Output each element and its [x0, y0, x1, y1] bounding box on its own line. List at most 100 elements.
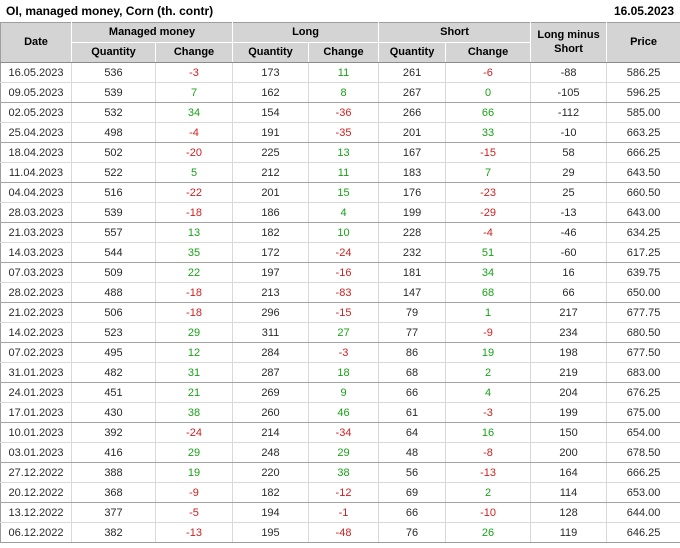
mm-change-cell: -13 — [155, 522, 233, 543]
price-cell: 644.00 — [606, 502, 680, 523]
mm-change-cell: -20 — [155, 142, 233, 163]
table-row: 14.03.2023 544 35 172 -24 232 51 -60 617… — [0, 242, 680, 263]
long-change-cell: -34 — [307, 422, 380, 443]
short-change-cell: -23 — [445, 182, 532, 203]
price-cell: 677.75 — [606, 302, 680, 323]
mm-change-cell: 19 — [155, 462, 233, 483]
price-cell: 617.25 — [606, 242, 680, 263]
short-quantity-cell: 261 — [378, 62, 447, 83]
date-cell: 11.04.2023 — [0, 162, 72, 183]
table-row: 20.12.2022 368 -9 182 -12 69 2 114 653.0… — [0, 482, 680, 503]
long-change-cell: -35 — [307, 122, 380, 143]
date-cell: 21.03.2023 — [0, 222, 72, 243]
short-quantity-cell: 66 — [378, 382, 447, 403]
long-quantity-cell: 296 — [232, 302, 309, 323]
date-cell: 13.12.2022 — [0, 502, 72, 523]
mm-quantity-cell: 495 — [71, 342, 156, 363]
header-short-quantity: Quantity — [378, 42, 447, 63]
mm-change-cell: 5 — [155, 162, 233, 183]
short-change-cell: 19 — [445, 342, 532, 363]
header-long-quantity: Quantity — [232, 42, 309, 63]
long-quantity-cell: 284 — [232, 342, 309, 363]
table-row: 16.05.2023 536 -3 173 11 261 -6 -88 586.… — [0, 62, 680, 83]
date-cell: 27.12.2022 — [0, 462, 72, 483]
mm-change-cell: 34 — [155, 102, 233, 123]
short-quantity-cell: 228 — [378, 222, 447, 243]
short-change-cell: -3 — [445, 402, 532, 423]
short-change-cell: 16 — [445, 422, 532, 443]
mm-change-cell: -18 — [155, 302, 233, 323]
date-cell: 09.05.2023 — [0, 82, 72, 103]
mm-quantity-cell: 392 — [71, 422, 156, 443]
long-change-cell: 15 — [307, 182, 380, 203]
price-cell: 675.00 — [606, 402, 680, 423]
date-cell: 07.02.2023 — [0, 342, 72, 363]
mm-change-cell: -5 — [155, 502, 233, 523]
short-change-cell: -4 — [445, 222, 532, 243]
price-cell: 676.25 — [606, 382, 680, 403]
mm-quantity-cell: 502 — [71, 142, 156, 163]
long-minus-short-cell: -88 — [530, 62, 608, 83]
mm-quantity-cell: 430 — [71, 402, 156, 423]
header-mm-quantity: Quantity — [71, 42, 156, 63]
long-minus-short-cell: -60 — [530, 242, 608, 263]
mm-change-cell: 35 — [155, 242, 233, 263]
table-row: 02.05.2023 532 34 154 -36 266 66 -112 58… — [0, 102, 680, 123]
long-quantity-cell: 214 — [232, 422, 309, 443]
mm-quantity-cell: 539 — [71, 202, 156, 223]
short-quantity-cell: 79 — [378, 302, 447, 323]
short-change-cell: 4 — [445, 382, 532, 403]
date-cell: 16.05.2023 — [0, 62, 72, 83]
long-change-cell: -1 — [307, 502, 380, 523]
table-row: 11.04.2023 522 5 212 11 183 7 29 643.50 — [0, 162, 680, 183]
long-quantity-cell: 186 — [232, 202, 309, 223]
date-cell: 21.02.2023 — [0, 302, 72, 323]
mm-quantity-cell: 488 — [71, 282, 156, 303]
mm-quantity-cell: 482 — [71, 362, 156, 383]
long-change-cell: 9 — [307, 382, 380, 403]
price-cell: 678.50 — [606, 442, 680, 463]
long-quantity-cell: 212 — [232, 162, 309, 183]
cot-table: Date Managed money Long Short Long minus… — [0, 22, 680, 543]
short-change-cell: -6 — [445, 62, 532, 83]
short-quantity-cell: 68 — [378, 362, 447, 383]
price-cell: 666.25 — [606, 142, 680, 163]
short-quantity-cell: 77 — [378, 322, 447, 343]
long-quantity-cell: 182 — [232, 222, 309, 243]
table-row: 07.02.2023 495 12 284 -3 86 19 198 677.5… — [0, 342, 680, 363]
date-cell: 25.04.2023 — [0, 122, 72, 143]
mm-quantity-cell: 368 — [71, 482, 156, 503]
mm-quantity-cell: 509 — [71, 262, 156, 283]
table-row: 18.04.2023 502 -20 225 13 167 -15 58 666… — [0, 142, 680, 163]
date-cell: 02.05.2023 — [0, 102, 72, 123]
long-change-cell: 27 — [307, 322, 380, 343]
short-change-cell: 2 — [445, 362, 532, 383]
table-row: 07.03.2023 509 22 197 -16 181 34 16 639.… — [0, 262, 680, 283]
date-cell: 24.01.2023 — [0, 382, 72, 403]
table-row: 28.03.2023 539 -18 186 4 199 -29 -13 643… — [0, 202, 680, 223]
long-change-cell: -15 — [307, 302, 380, 323]
date-cell: 10.01.2023 — [0, 422, 72, 443]
header-short-change: Change — [445, 42, 532, 63]
long-minus-short-cell: 114 — [530, 482, 608, 503]
long-minus-short-cell: -10 — [530, 122, 608, 143]
long-minus-short-cell: 29 — [530, 162, 608, 183]
long-minus-short-cell: 164 — [530, 462, 608, 483]
date-cell: 06.12.2022 — [0, 522, 72, 543]
mm-change-cell: 29 — [155, 322, 233, 343]
short-change-cell: 26 — [445, 522, 532, 543]
short-quantity-cell: 167 — [378, 142, 447, 163]
long-change-cell: 13 — [307, 142, 380, 163]
short-quantity-cell: 56 — [378, 462, 447, 483]
short-change-cell: -13 — [445, 462, 532, 483]
price-cell: 643.50 — [606, 162, 680, 183]
table-row: 10.01.2023 392 -24 214 -34 64 16 150 654… — [0, 422, 680, 443]
long-change-cell: 46 — [307, 402, 380, 423]
date-cell: 20.12.2022 — [0, 482, 72, 503]
long-change-cell: 38 — [307, 462, 380, 483]
long-minus-short-cell: -112 — [530, 102, 608, 123]
header-group-short: Short — [378, 22, 532, 43]
long-minus-short-cell: 58 — [530, 142, 608, 163]
date-cell: 03.01.2023 — [0, 442, 72, 463]
short-change-cell: 68 — [445, 282, 532, 303]
